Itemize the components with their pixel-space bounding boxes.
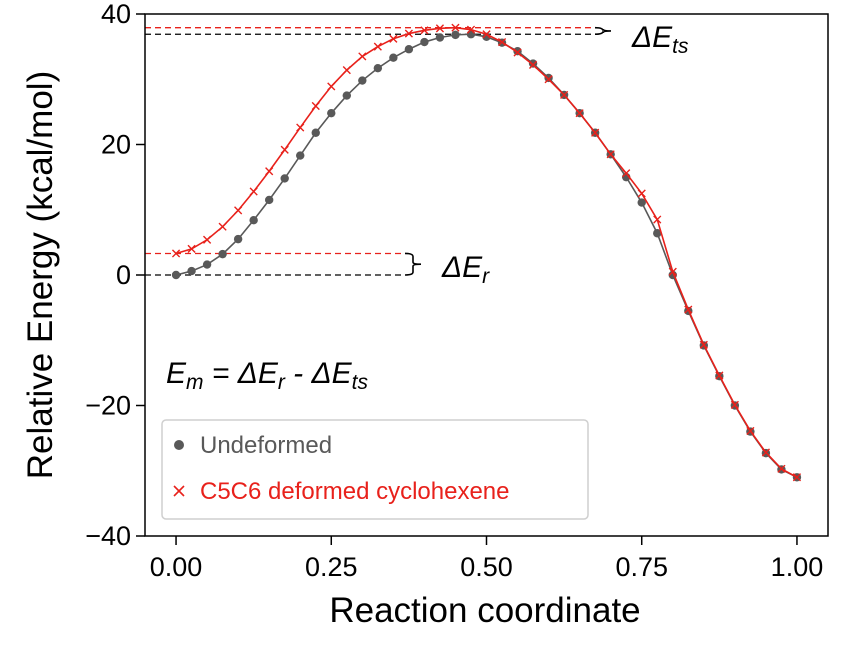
x-axis-title: Reaction coordinate (329, 591, 640, 630)
data-point (171, 270, 181, 280)
data-point (202, 235, 212, 244)
y-tick-label: 40 (101, 0, 131, 29)
y-tick-label: 0 (116, 260, 131, 290)
data-point (404, 29, 413, 38)
x-tick-label: 0.25 (305, 552, 358, 582)
y-tick-label: 20 (101, 130, 131, 160)
data-point (591, 128, 600, 137)
data-point (327, 108, 336, 118)
data-point (342, 66, 351, 75)
data-point (373, 42, 382, 51)
data-point (528, 60, 538, 69)
data-point (311, 128, 320, 137)
data-point (528, 59, 538, 68)
data-point (187, 244, 196, 253)
data-point (358, 52, 367, 61)
series-line (175, 26, 798, 478)
legend-box (161, 419, 589, 520)
data-point (653, 229, 662, 238)
data-point (684, 305, 693, 314)
data-point (311, 101, 320, 111)
data-point (358, 76, 367, 85)
data-point (653, 215, 662, 224)
data-point (730, 400, 739, 409)
data-point (171, 249, 181, 258)
data-point (218, 249, 227, 259)
data-point (218, 222, 227, 231)
data-point (637, 189, 646, 198)
data-point (420, 37, 429, 47)
x-tick-label: 0.75 (615, 552, 668, 582)
y-tick-label: −20 (85, 391, 131, 421)
data-point (513, 48, 522, 57)
data-point (544, 73, 553, 83)
data-point (187, 266, 196, 276)
data-point (777, 464, 786, 473)
data-point (715, 371, 724, 380)
data-point (404, 45, 414, 54)
delta-e-ts-label: ΔEts (631, 21, 689, 58)
x-tick-label: 0.50 (460, 552, 513, 582)
data-point (622, 169, 631, 178)
data-point (699, 340, 708, 349)
delta-e-ts-brace (594, 26, 612, 36)
data-point (264, 195, 274, 205)
y-tick-label: −40 (85, 521, 131, 551)
data-point (544, 75, 553, 84)
data-point (373, 63, 383, 73)
data-point (482, 30, 491, 39)
data-point (233, 234, 243, 244)
data-point (792, 473, 802, 482)
data-point (746, 426, 755, 436)
data-point (265, 167, 274, 176)
legend-marker-deformed (173, 485, 185, 497)
data-point (280, 174, 289, 183)
data-point (668, 267, 677, 276)
x-tick-label: 1.00 (771, 552, 824, 582)
delta-e-r-brace (404, 252, 422, 276)
data-point (451, 23, 460, 32)
data-point (435, 33, 445, 42)
data-point (637, 198, 646, 207)
data-point (466, 25, 476, 34)
data-point (342, 91, 351, 100)
y-axis-title: Relative Energy (kcal/mol) (21, 71, 60, 479)
data-point (327, 82, 336, 91)
legend-label-deformed: C5C6 deformed cyclohexene (200, 478, 510, 505)
data-point (280, 145, 289, 154)
data-point (389, 53, 398, 62)
x-tick-label: 0.00 (150, 552, 203, 582)
data-point (560, 90, 569, 100)
data-point (761, 448, 771, 457)
data-point (420, 26, 429, 35)
data-point (202, 260, 212, 269)
legend: Undeformed C5C6 deformed cyclohexene (161, 419, 589, 520)
data-point (296, 151, 305, 160)
data-point (606, 150, 615, 159)
plot-area (145, 23, 802, 482)
data-point (249, 215, 258, 225)
delta-e-r-label: ΔEr (441, 251, 490, 288)
data-point (451, 30, 460, 40)
series-line (175, 33, 798, 478)
equation-label: Em = ΔEr - ΔEts (166, 357, 368, 394)
legend-label-undeformed: Undeformed (200, 432, 332, 459)
data-point (296, 123, 305, 132)
data-point (249, 187, 258, 196)
series-undeformed (171, 30, 802, 482)
data-point (497, 37, 507, 47)
legend-marker-undeformed (174, 440, 184, 450)
data-point (435, 24, 445, 33)
data-point (389, 34, 398, 43)
axes: 0.00 0.25 0.50 0.75 1.00 −40 −20 0 20 40 (85, 0, 829, 582)
data-point (575, 109, 584, 118)
data-point (234, 206, 243, 215)
series-deformed (171, 23, 802, 482)
